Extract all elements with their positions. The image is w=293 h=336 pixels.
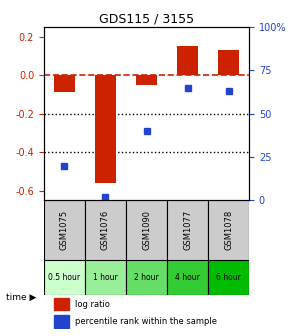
FancyBboxPatch shape xyxy=(85,260,126,295)
FancyBboxPatch shape xyxy=(167,200,208,260)
Text: 4 hour: 4 hour xyxy=(175,273,200,282)
Bar xyxy=(54,298,69,310)
FancyBboxPatch shape xyxy=(126,200,167,260)
Text: 6 hour: 6 hour xyxy=(216,273,241,282)
Text: percentile rank within the sample: percentile rank within the sample xyxy=(75,317,217,326)
Text: GSM1078: GSM1078 xyxy=(224,210,233,250)
Bar xyxy=(177,46,198,75)
FancyBboxPatch shape xyxy=(44,200,85,260)
FancyBboxPatch shape xyxy=(208,260,249,295)
Bar xyxy=(218,50,239,75)
Bar xyxy=(54,316,69,328)
FancyBboxPatch shape xyxy=(85,200,126,260)
Title: GDS115 / 3155: GDS115 / 3155 xyxy=(99,13,194,26)
Text: GSM1075: GSM1075 xyxy=(60,210,69,250)
Text: log ratio: log ratio xyxy=(75,300,110,309)
FancyBboxPatch shape xyxy=(167,260,208,295)
Text: GSM1090: GSM1090 xyxy=(142,210,151,250)
Text: time ▶: time ▶ xyxy=(6,293,36,302)
Bar xyxy=(95,75,116,183)
FancyBboxPatch shape xyxy=(126,260,167,295)
FancyBboxPatch shape xyxy=(44,260,85,295)
Bar xyxy=(54,75,75,92)
Bar xyxy=(136,75,157,85)
Text: GSM1076: GSM1076 xyxy=(101,210,110,250)
Text: 0.5 hour: 0.5 hour xyxy=(48,273,81,282)
Text: 1 hour: 1 hour xyxy=(93,273,118,282)
Text: 2 hour: 2 hour xyxy=(134,273,159,282)
Text: GSM1077: GSM1077 xyxy=(183,210,192,250)
FancyBboxPatch shape xyxy=(208,200,249,260)
